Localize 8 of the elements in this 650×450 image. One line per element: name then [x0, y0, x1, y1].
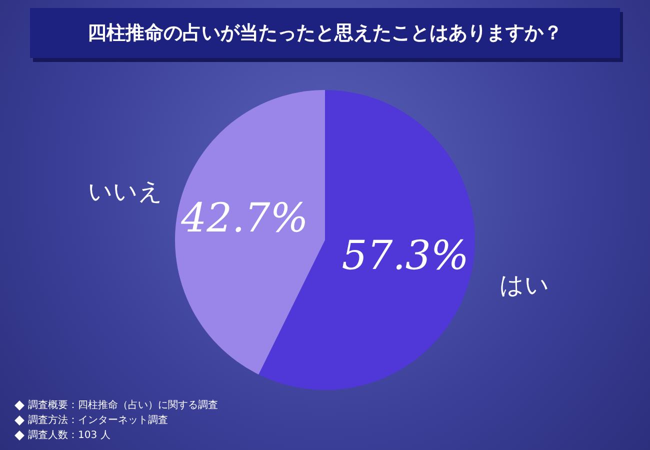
text: 調査方法：インターネット調査 [28, 414, 168, 428]
text: 調査概要：四柱推命（占い）に関する調査 [28, 398, 218, 413]
text: 調査人数：103 人 [28, 428, 110, 443]
slice-label: いいえ [88, 178, 163, 206]
data-label: 42.7% [180, 196, 308, 242]
data-label: 57.3% [342, 233, 469, 280]
chart-title: 四柱推命の占いが当たったと思えたことはありますか？ [30, 8, 620, 58]
slice-label: はい [500, 270, 550, 299]
